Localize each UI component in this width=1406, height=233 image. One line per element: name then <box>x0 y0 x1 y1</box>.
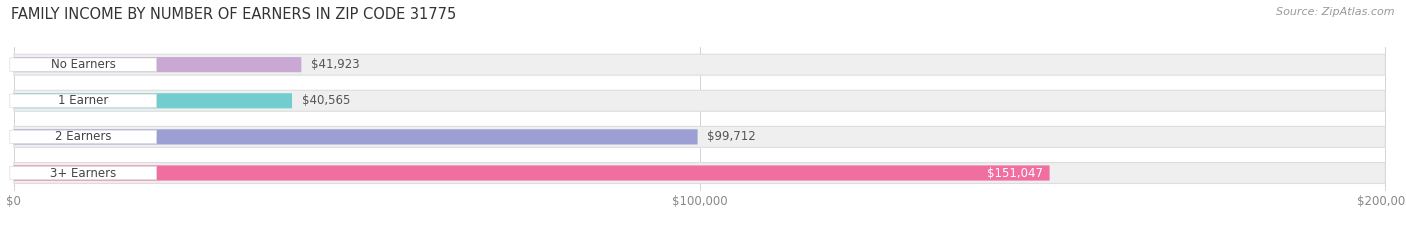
FancyBboxPatch shape <box>14 165 1050 181</box>
FancyBboxPatch shape <box>10 94 156 107</box>
Text: $151,047: $151,047 <box>987 167 1043 179</box>
FancyBboxPatch shape <box>10 166 156 180</box>
Text: FAMILY INCOME BY NUMBER OF EARNERS IN ZIP CODE 31775: FAMILY INCOME BY NUMBER OF EARNERS IN ZI… <box>11 7 457 22</box>
Text: $99,712: $99,712 <box>707 130 756 143</box>
Text: $41,923: $41,923 <box>311 58 360 71</box>
Text: 3+ Earners: 3+ Earners <box>51 167 117 179</box>
Text: 1 Earner: 1 Earner <box>58 94 108 107</box>
FancyBboxPatch shape <box>14 129 697 144</box>
FancyBboxPatch shape <box>10 130 156 144</box>
FancyBboxPatch shape <box>14 57 301 72</box>
FancyBboxPatch shape <box>14 93 292 108</box>
FancyBboxPatch shape <box>14 163 1385 183</box>
FancyBboxPatch shape <box>14 127 1385 147</box>
Text: Source: ZipAtlas.com: Source: ZipAtlas.com <box>1277 7 1395 17</box>
Text: $40,565: $40,565 <box>302 94 350 107</box>
Text: No Earners: No Earners <box>51 58 115 71</box>
Text: 2 Earners: 2 Earners <box>55 130 111 143</box>
FancyBboxPatch shape <box>10 58 156 71</box>
FancyBboxPatch shape <box>14 90 1385 111</box>
FancyBboxPatch shape <box>14 54 1385 75</box>
